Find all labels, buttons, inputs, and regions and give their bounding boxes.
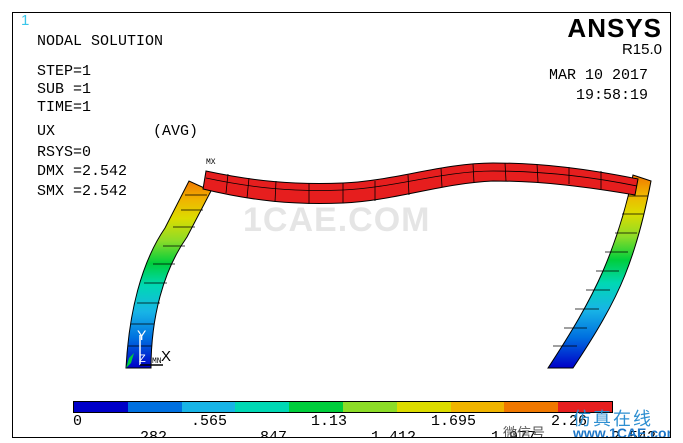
time-label: TIME=1 [37,99,92,116]
watermark-site: www.1CAE.com [573,425,671,438]
axis-z-label: Z [139,353,146,365]
watermark-chinese: 仿真在线 [573,409,653,430]
dmx-label: DMX =2.542 [37,163,128,180]
legend-swatch-5 [289,402,343,412]
watermark-social: 微信号 [503,426,545,438]
solution-title: NODAL SOLUTION [37,33,164,50]
legend-swatch-8 [450,402,505,412]
legend-label-0: 0 [73,413,83,430]
top-beam [202,162,639,204]
max-marker: MX [206,158,216,167]
legend-label-7: 1.977 [491,429,537,438]
watermark-center: 1CAE.COM [243,201,431,239]
sub-label: SUB =1 [37,81,92,98]
version-label: R15.0 [621,41,662,58]
right-column-mesh [553,195,648,347]
left-column [125,180,212,369]
top-beam-mesh [225,162,602,204]
legend-swatch-2 [127,402,182,412]
quantity-label: UX [37,123,56,140]
smx-label: SMX =2.542 [37,183,128,200]
legend-swatch-7 [396,402,451,412]
avg-label: (AVG) [153,123,199,140]
legend-label-2: .565 [191,413,228,430]
legend-swatch-3 [181,402,236,412]
legend-swatch-1 [74,402,128,412]
rsys-label: RSYS=0 [37,144,92,161]
legend-swatch-10 [558,402,612,412]
legend-color-bar [73,401,613,413]
axis-triad-icon [139,335,163,366]
axis-x-label: X [161,348,172,365]
legend-label-1: .282 [131,429,168,438]
legend-label-5: 1.412 [371,429,417,438]
legend-label-6: 1.695 [431,413,477,430]
deformed-frame-plot [125,162,652,369]
legend-label-8: 2.26 [551,413,588,430]
axis-y-label: Y [137,327,147,343]
legend-swatch-6 [342,402,397,412]
legend-label-4: 1.13 [311,413,348,430]
legend-label-9: 2.542 [611,429,657,438]
legend-swatch-9 [504,402,559,412]
min-marker: MN [152,357,162,366]
legend-label-3: .847 [251,429,288,438]
date-label: MAR 10 2017 [548,67,648,84]
right-column [547,174,652,369]
time-of-day-label: 19:58:19 [575,87,648,104]
legend-swatch-4 [235,402,290,412]
step-label: STEP=1 [37,63,92,80]
window-number: 1 [21,12,30,29]
graphics-viewport[interactable]: 1 ANSYS R15.0 NODAL SOLUTION STEP=1 SUB … [12,12,671,438]
ansys-logo: ANSYS [567,13,662,43]
